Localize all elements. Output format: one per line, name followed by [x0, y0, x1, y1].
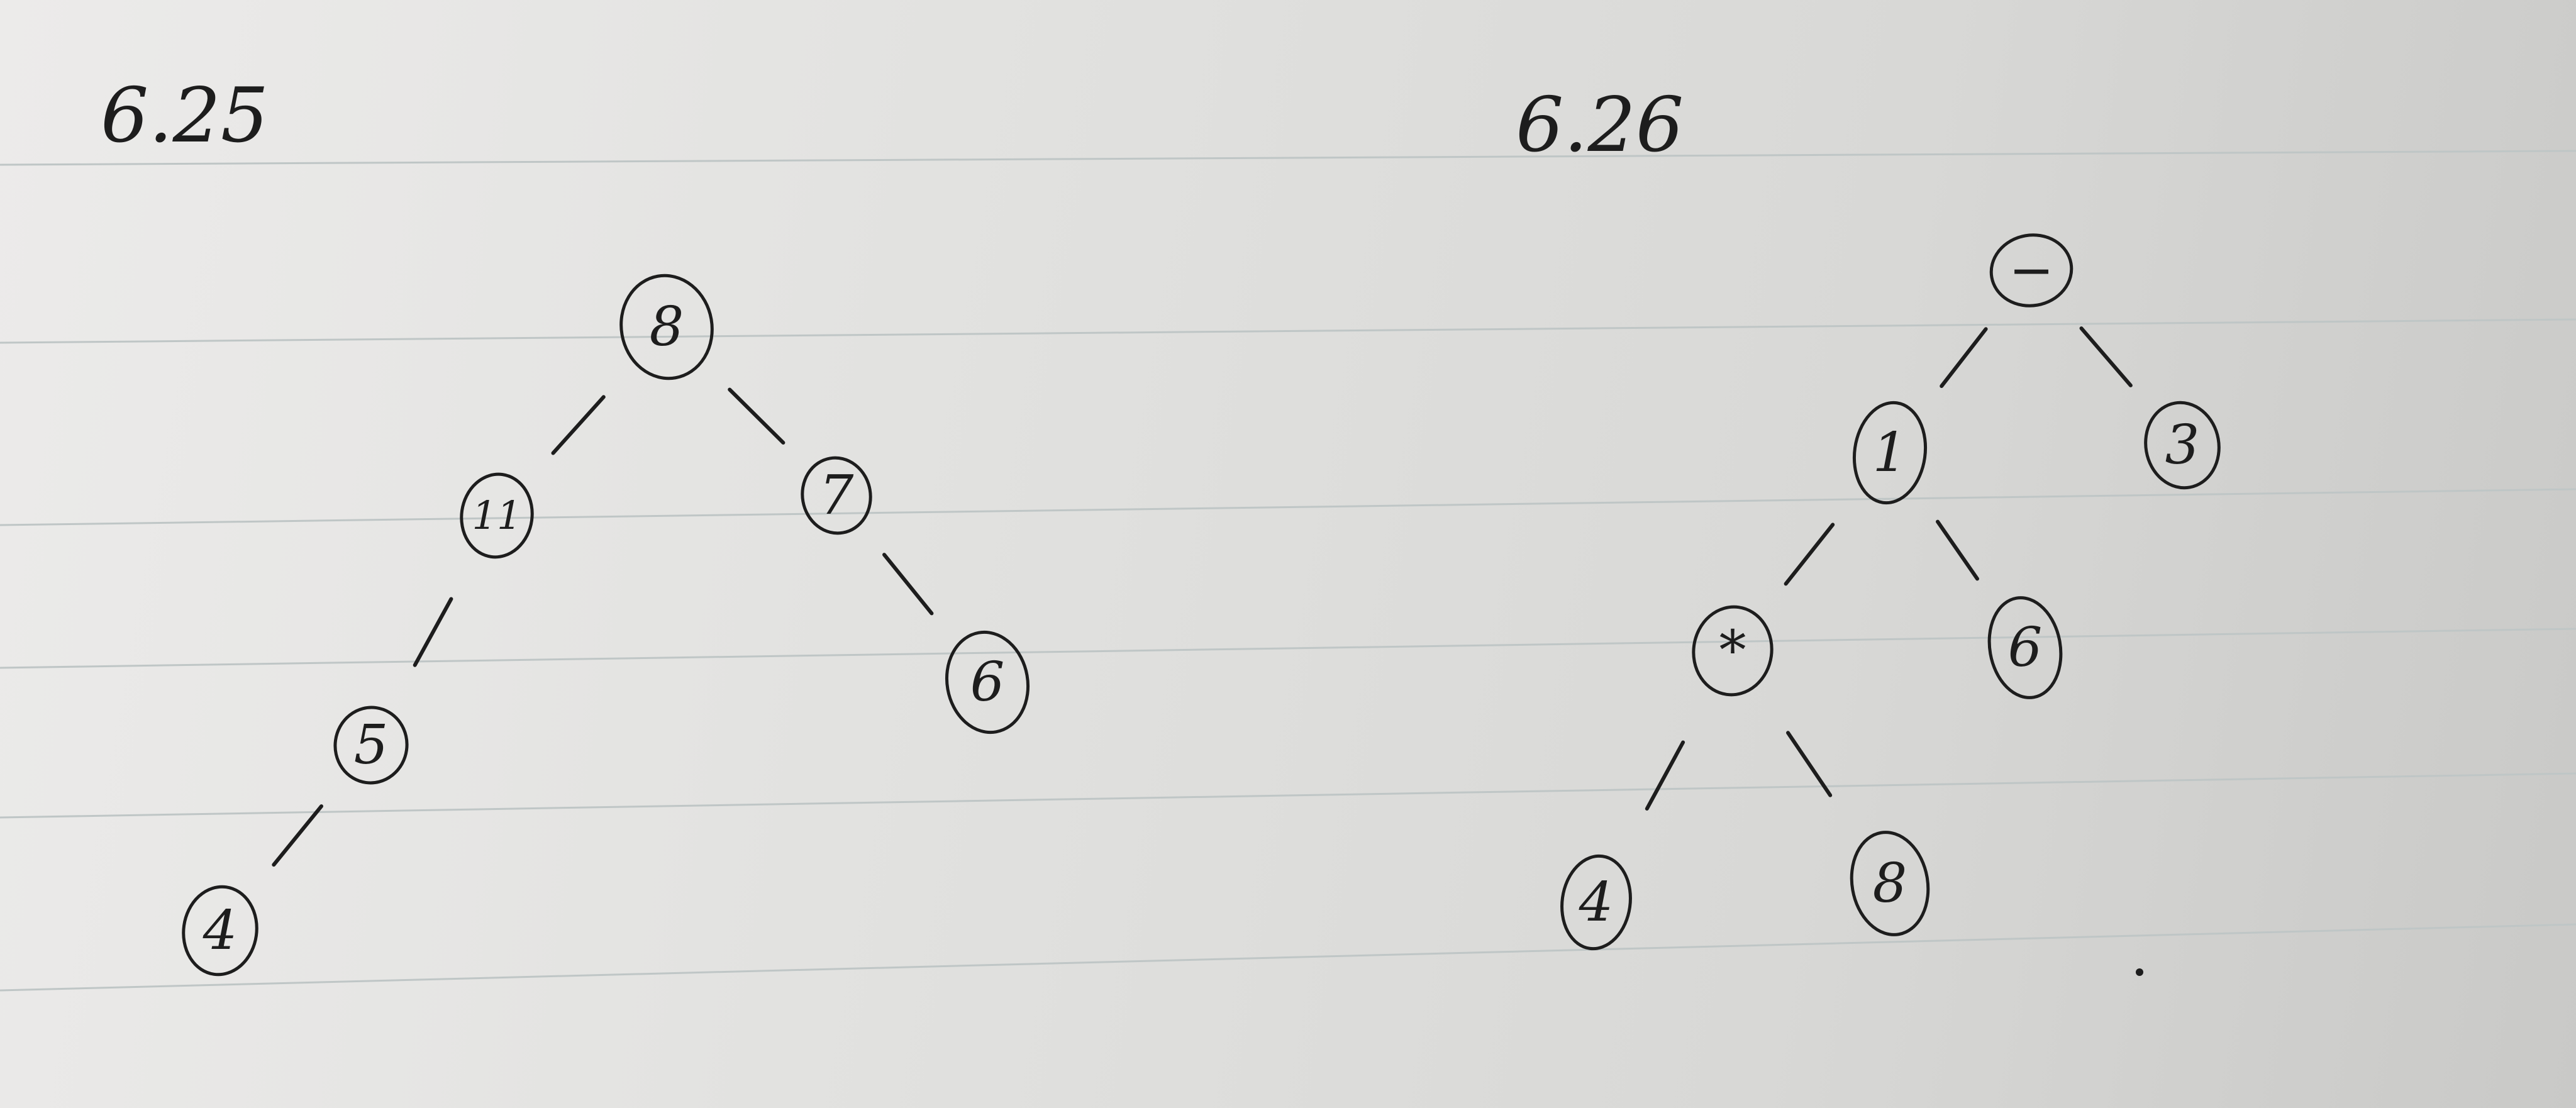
tree-edge [1645, 740, 1685, 811]
node-circle [1989, 233, 2074, 307]
tree-edge [2079, 326, 2133, 387]
tree-node: * [1692, 605, 1774, 697]
node-circle [1560, 854, 1632, 951]
node-label: 6 [970, 651, 1005, 714]
tree-edge [1940, 327, 1988, 388]
tree-node: 7 [801, 456, 872, 535]
tree-node: 4 [182, 885, 258, 977]
node-circle [801, 456, 872, 535]
node-circle [460, 472, 534, 559]
tree-edge [272, 804, 323, 867]
node-label: 1 [1873, 421, 1907, 484]
node-label: 5 [354, 714, 389, 777]
node-circle [1850, 831, 1930, 936]
pen-dot [2136, 968, 2143, 976]
node-label: 7 [819, 464, 854, 527]
tree-node: 11 [460, 472, 534, 559]
node-circle [1987, 596, 2063, 699]
tree-node: 3 [2144, 401, 2221, 490]
node-label: 6 [2008, 616, 2043, 679]
node-label: 11 [472, 492, 522, 538]
tree-edge [551, 395, 606, 455]
node-circle [333, 706, 409, 785]
node-label: − [2009, 239, 2054, 302]
tree-node: − [1989, 233, 2074, 307]
tree-diagram-left: 8 11 7 5 6 4 [182, 274, 1030, 977]
node-label: 4 [203, 899, 238, 962]
node-label: * [1719, 619, 1746, 682]
node-circle [619, 274, 714, 380]
node-circle [182, 885, 258, 977]
tree-edge [1784, 523, 1835, 586]
node-circle [1852, 401, 1928, 505]
node-circle [1692, 605, 1774, 697]
tree-node: 4 [1560, 854, 1632, 951]
node-label: 4 [1579, 871, 1614, 934]
node-label: 3 [2165, 414, 2200, 477]
node-circle [2144, 401, 2221, 490]
node-label: 8 [650, 296, 684, 358]
tree-node: 6 [1987, 596, 2063, 699]
tree-node: 8 [619, 274, 714, 380]
tree-edge [882, 553, 934, 616]
tree-node: 8 [1850, 831, 1930, 936]
diagram-label-left: 6.25 [101, 72, 269, 160]
tree-node: 1 [1852, 401, 1928, 505]
tree-edge [413, 597, 453, 667]
tree-edge [1786, 731, 1833, 797]
tree-node: 5 [333, 706, 409, 785]
tree-edge [1936, 519, 1979, 581]
node-label: 8 [1873, 852, 1907, 915]
tree-edge [728, 387, 786, 445]
tree-diagram-right: − 1 3 * 6 4 8 [1560, 233, 2221, 951]
tree-node: 6 [945, 630, 1030, 734]
node-circle [945, 630, 1030, 734]
diagram-label-right: 6.26 [1516, 82, 1684, 169]
